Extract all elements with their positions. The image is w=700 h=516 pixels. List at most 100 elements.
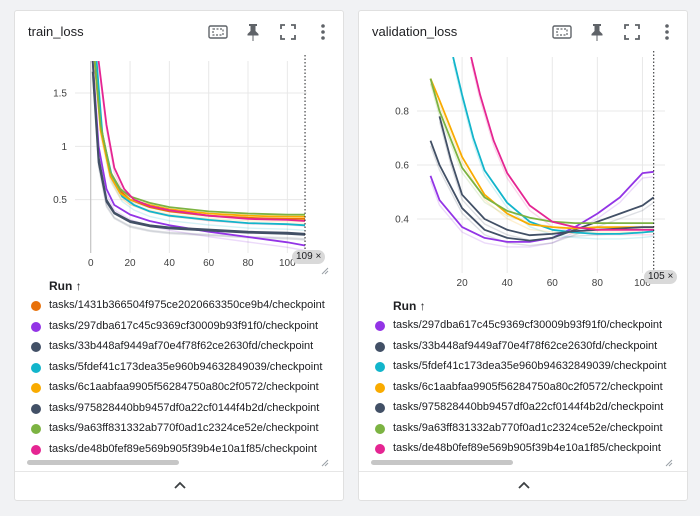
y-tick-label: 1.5	[53, 89, 67, 100]
series-line[interactable]	[95, 61, 306, 227]
step-cursor-label[interactable]: 105 ×	[644, 270, 678, 284]
run-color-swatch	[31, 403, 41, 414]
run-row[interactable]: tasks/6c1aabfaa9905f56284750a80c2f0572/c…	[359, 378, 677, 399]
resize-grip-icon[interactable]	[321, 267, 329, 275]
run-name: tasks/5fdef41c173dea35e960b94632849039/c…	[393, 360, 667, 372]
run-name: tasks/33b448af9449af70e4f78f62ce2630fd/c…	[393, 339, 658, 352]
run-color-swatch	[31, 383, 41, 393]
resize-grip-icon[interactable]	[665, 459, 673, 467]
more-options-icon[interactable]	[656, 21, 678, 43]
series-line[interactable]	[429, 78, 654, 230]
run-row[interactable]: tasks/5fdef41c173dea35e960b94632849039/c…	[359, 357, 677, 378]
series-line[interactable]	[470, 57, 654, 231]
more-options-icon[interactable]	[312, 21, 334, 43]
resize-grip-icon[interactable]	[321, 459, 329, 467]
pin-icon[interactable]	[586, 21, 608, 43]
series-raw-line	[95, 65, 306, 231]
run-name: tasks/6c1aabfaa9905f56284750a80c2f0572/c…	[393, 380, 663, 393]
x-tick-label: 40	[502, 278, 514, 289]
run-row[interactable]: tasks/33b448af9449af70e4f78f62ce2630fd/c…	[15, 337, 333, 358]
run-row[interactable]: tasks/de48b0fef89e569b905f39b4e10a1f85/c…	[15, 440, 333, 461]
run-row[interactable]: tasks/9a63ff831332ab770f0ad1c2324ce52e/c…	[15, 419, 333, 440]
run-name: tasks/975828440bb9457df0a22cf0144f4b2d/c…	[393, 401, 664, 413]
run-row[interactable]: tasks/297dba617c45c9369cf30009b93f91f0/c…	[359, 316, 677, 337]
series-line[interactable]	[93, 61, 305, 220]
run-row[interactable]: tasks/5fdef41c173dea35e960b94632849039/c…	[15, 358, 333, 379]
series-line[interactable]	[93, 61, 305, 216]
card-title: validation_loss	[372, 24, 458, 39]
run-name: tasks/5fdef41c173dea35e960b94632849039/c…	[49, 360, 323, 373]
run-color-swatch	[375, 321, 385, 331]
series-raw-line	[429, 145, 655, 247]
train-loss-card: train_loss 0 20 40 60 80 100 0.5 1 1.5 109 × Run…	[14, 10, 344, 501]
x-tick-label: 40	[164, 258, 176, 269]
run-name: tasks/33b448af9449af70e4f78f62ce2630fd/c…	[49, 340, 314, 352]
series-line[interactable]	[429, 78, 654, 224]
run-list: tasks/1431b366504f975ce2020663350ce9b4/c…	[15, 296, 333, 462]
series-line[interactable]	[93, 61, 305, 218]
series-line[interactable]	[452, 57, 654, 235]
run-list: tasks/297dba617c45c9369cf30009b93f91f0/c…	[359, 316, 677, 461]
series-raw-line	[429, 176, 654, 248]
run-column-header[interactable]: Run ↑	[49, 279, 82, 293]
run-color-swatch	[31, 321, 41, 332]
run-row[interactable]: tasks/975828440bb9457df0a22cf0144f4b2d/c…	[359, 398, 677, 419]
series-group	[91, 61, 306, 252]
series-raw-line	[429, 83, 654, 235]
x-tick-label: 60	[547, 278, 559, 289]
series-line[interactable]	[429, 140, 655, 242]
x-tick-label: 20	[457, 278, 469, 289]
x-tick-label: 60	[203, 258, 215, 269]
run-column-header[interactable]: Run ↑	[393, 299, 426, 313]
run-color-swatch	[31, 424, 41, 434]
series-line[interactable]	[97, 61, 306, 222]
run-name: tasks/1431b366504f975ce2020663350ce9b4/c…	[49, 299, 325, 311]
run-name: tasks/9a63ff831332ab770f0ad1c2324ce52e/c…	[393, 421, 663, 434]
run-color-swatch	[375, 444, 385, 454]
x-tick-label: 20	[124, 258, 136, 269]
fit-domain-icon[interactable]	[207, 21, 229, 43]
x-tick-label: 0	[88, 258, 94, 269]
series-raw-line	[452, 61, 654, 240]
run-name: tasks/297dba617c45c9369cf30009b93f91f0/c…	[49, 319, 319, 332]
run-row[interactable]: tasks/de48b0fef89e569b905f39b4e10a1f85/c…	[359, 439, 677, 460]
series-line[interactable]	[91, 61, 306, 247]
run-color-swatch	[31, 342, 41, 352]
run-name: tasks/9a63ff831332ab770f0ad1c2324ce52e/c…	[49, 422, 319, 434]
run-row[interactable]: tasks/1431b366504f975ce2020663350ce9b4/c…	[15, 296, 333, 317]
run-color-swatch	[375, 341, 385, 352]
run-row[interactable]: tasks/297dba617c45c9369cf30009b93f91f0/c…	[15, 317, 333, 338]
fullscreen-icon[interactable]	[621, 21, 643, 43]
fullscreen-icon[interactable]	[277, 21, 299, 43]
y-tick-label: 0.4	[395, 215, 409, 226]
chevron-up-icon[interactable]	[170, 478, 190, 492]
validation-loss-chart[interactable]: 20 40 60 80 100 0.4 0.6 0.8	[359, 51, 677, 301]
step-cursor-label[interactable]: 109 ×	[292, 250, 326, 264]
run-name: tasks/6c1aabfaa9905f56284750a80c2f0572/c…	[49, 381, 319, 393]
divider	[15, 471, 343, 472]
card-title: train_loss	[28, 24, 84, 39]
horizontal-scrollbar[interactable]	[27, 460, 179, 465]
chevron-up-icon[interactable]	[514, 478, 534, 492]
series-line[interactable]	[91, 61, 306, 235]
fit-domain-icon[interactable]	[551, 21, 573, 43]
x-tick-label: 80	[242, 258, 254, 269]
series-line[interactable]	[91, 71, 306, 236]
run-name: tasks/975828440bb9457df0a22cf0144f4b2d/c…	[49, 401, 320, 414]
train-loss-chart[interactable]: 0 20 40 60 80 100 0.5 1 1.5	[15, 51, 333, 281]
run-row[interactable]: tasks/975828440bb9457df0a22cf0144f4b2d/c…	[15, 399, 333, 420]
pin-icon[interactable]	[242, 21, 264, 43]
x-tick-label: 100	[634, 278, 651, 289]
run-color-swatch	[31, 301, 41, 311]
run-color-swatch	[31, 444, 41, 455]
run-row[interactable]: tasks/33b448af9449af70e4f78f62ce2630fd/c…	[359, 337, 677, 358]
horizontal-scrollbar[interactable]	[371, 460, 513, 465]
x-tick-label: 80	[592, 278, 604, 289]
run-row[interactable]: tasks/9a63ff831332ab770f0ad1c2324ce52e/c…	[359, 419, 677, 440]
series-line[interactable]	[438, 116, 654, 237]
run-name: tasks/de48b0fef89e569b905f39b4e10a1f85/c…	[49, 442, 317, 455]
divider	[359, 471, 687, 472]
run-row[interactable]: tasks/6c1aabfaa9905f56284750a80c2f0572/c…	[15, 378, 333, 399]
series-raw-line	[470, 61, 654, 236]
run-color-swatch	[375, 403, 385, 413]
